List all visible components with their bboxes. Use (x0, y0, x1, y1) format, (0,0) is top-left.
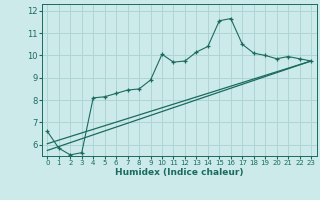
X-axis label: Humidex (Indice chaleur): Humidex (Indice chaleur) (115, 168, 244, 177)
